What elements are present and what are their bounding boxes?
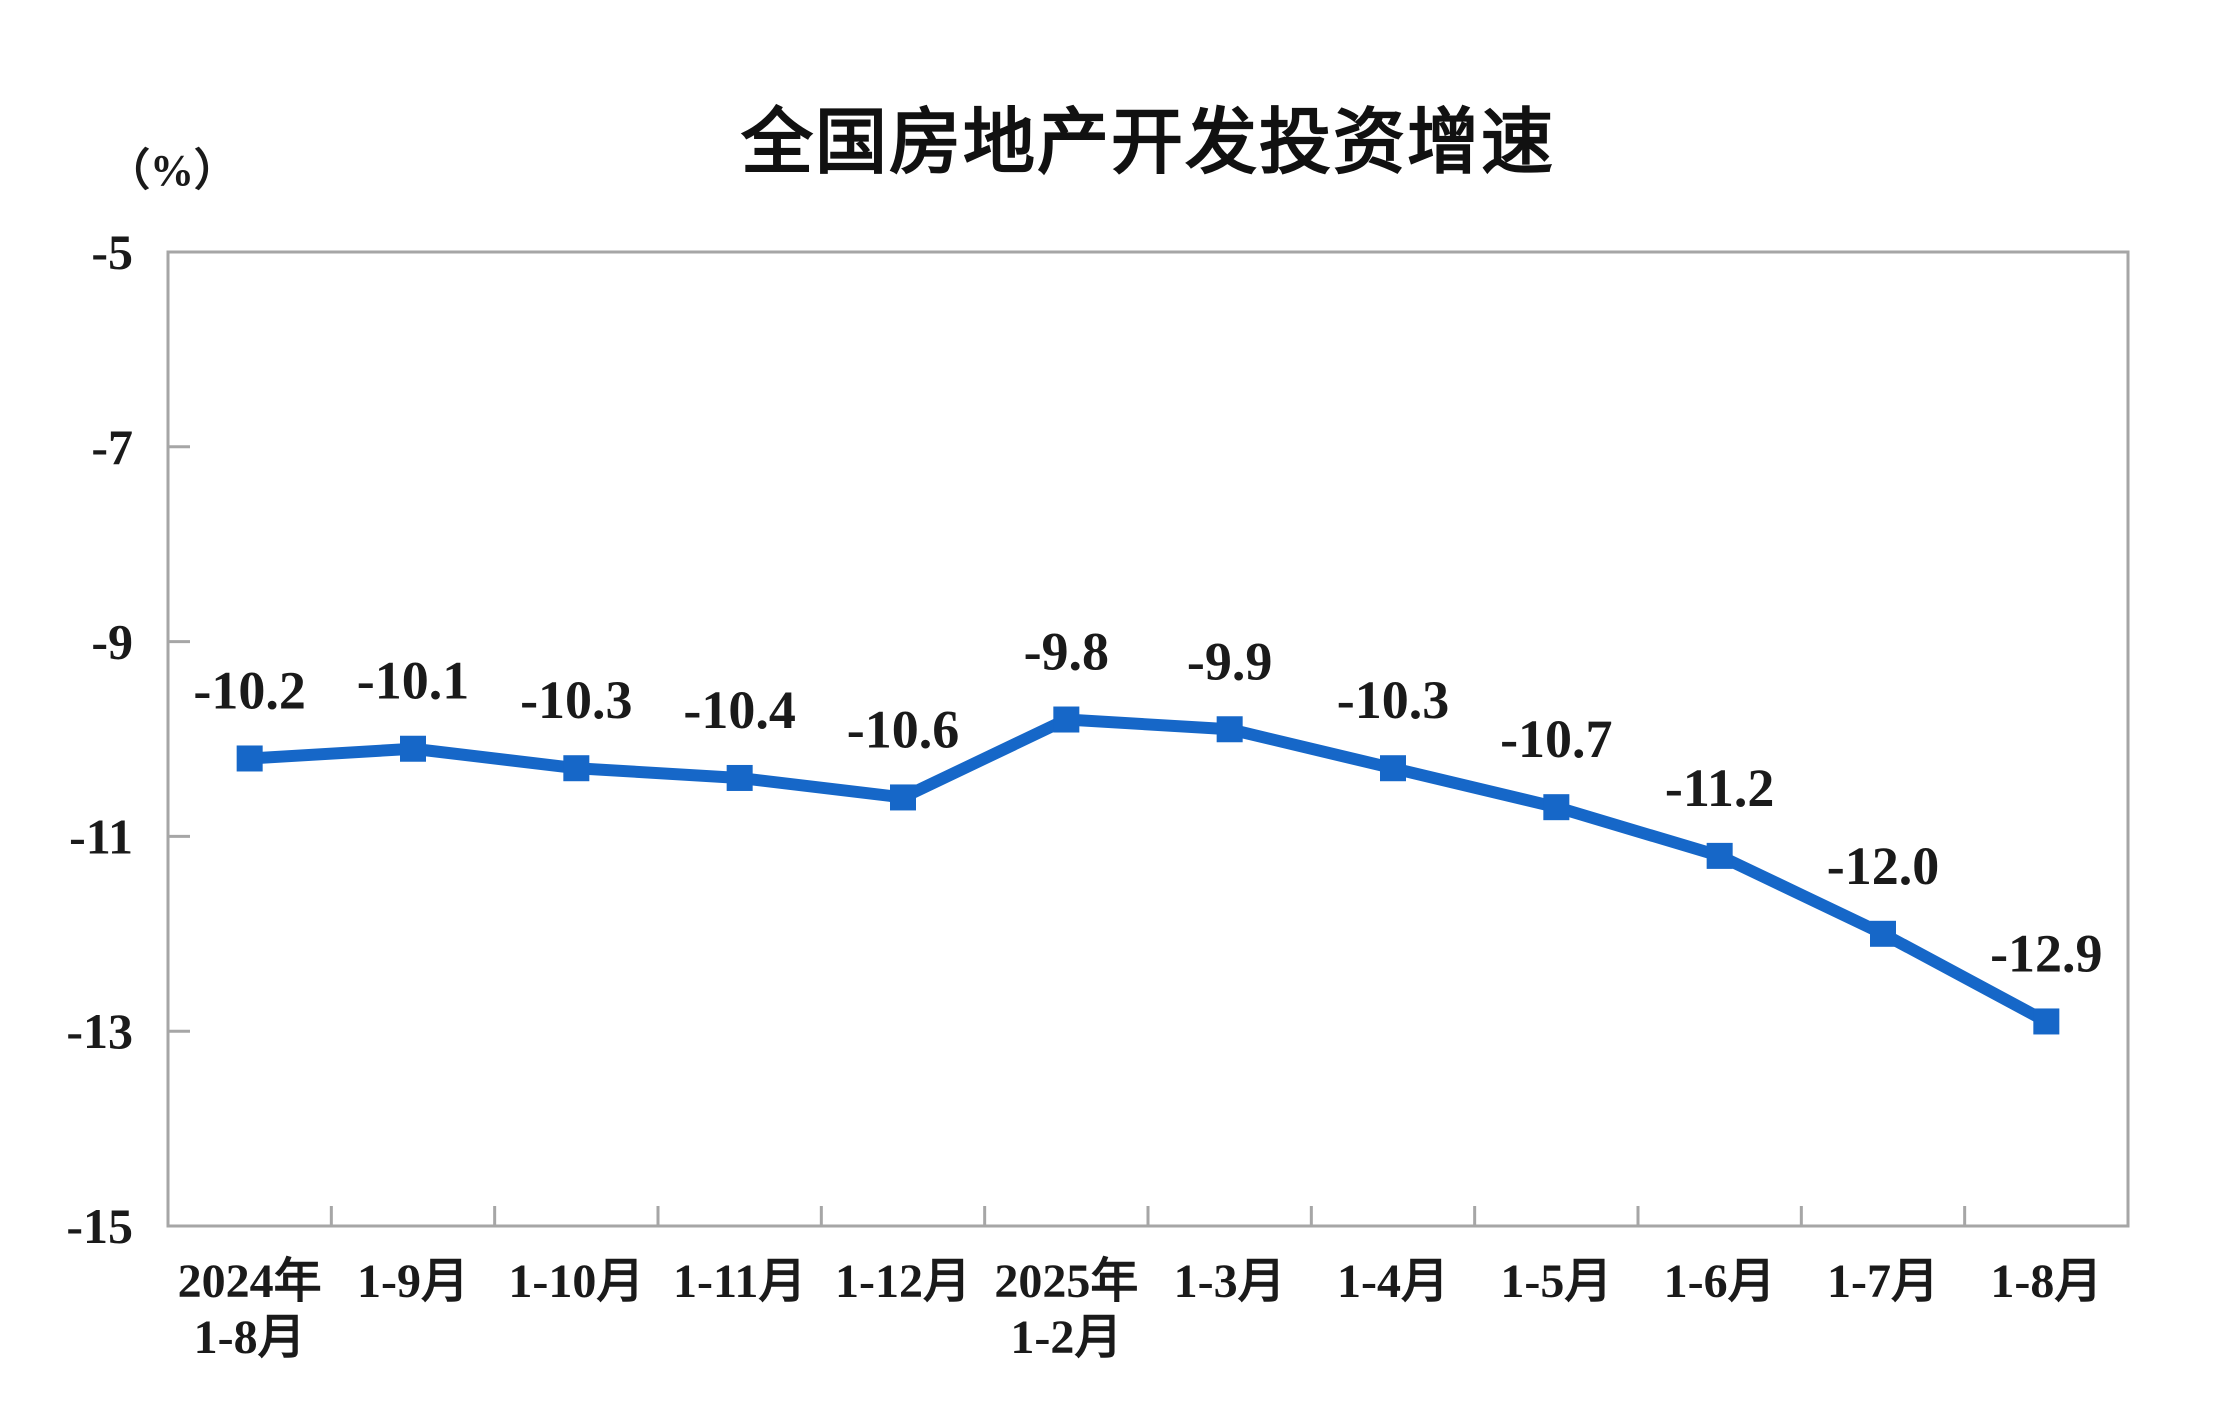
data-label: -10.1 <box>357 651 469 711</box>
data-label: -11.2 <box>1665 758 1775 818</box>
y-axis-tick-label: -13 <box>66 1003 133 1059</box>
data-label: -12.9 <box>1990 923 2102 983</box>
data-label: -10.6 <box>847 699 959 759</box>
y-axis-unit-label: （%） <box>106 146 238 195</box>
x-axis-category-label: 1-6月 <box>1664 1255 1776 1308</box>
data-point-marker <box>1380 755 1406 782</box>
data-point-marker <box>563 755 590 782</box>
plot-border <box>166 250 2130 1228</box>
x-axis-category-label: 1-3月 <box>1174 1255 1286 1308</box>
data-label: -9.9 <box>1187 631 1272 691</box>
data-point-marker <box>400 735 426 762</box>
x-axis-category-label: 2024年 <box>178 1255 322 1308</box>
data-label: -10.4 <box>683 680 795 740</box>
data-point-marker <box>1216 716 1243 743</box>
x-axis-category-label: 1-7月 <box>1827 1255 1939 1308</box>
data-point-marker <box>1053 706 1080 733</box>
data-label: -9.8 <box>1024 622 1109 682</box>
data-label: -10.3 <box>520 670 632 730</box>
data-point-marker <box>2033 1008 2060 1035</box>
chart-title: 全国房地产开发投资增速 <box>740 103 1555 183</box>
x-axis-category-label: 1-10月 <box>508 1255 644 1308</box>
x-axis-category-label: 1-8月 <box>1990 1255 2102 1308</box>
y-axis-tick-label: -9 <box>91 614 133 670</box>
x-axis-category-label: 1-12月 <box>835 1255 971 1308</box>
data-point-marker <box>726 764 753 791</box>
data-point-marker <box>236 745 263 772</box>
series-line <box>243 713 2053 1028</box>
x-axis-category-label: 1-2月 <box>1010 1311 1122 1364</box>
data-point-marker <box>1543 794 1570 821</box>
data-point-marker <box>890 784 916 811</box>
data-point-marker <box>1706 842 1733 869</box>
y-axis-tick-label: -15 <box>66 1198 133 1254</box>
data-label: -10.2 <box>193 660 305 720</box>
x-axis-category-label: 1-8月 <box>194 1311 306 1364</box>
y-axis-tick-label: -7 <box>91 419 133 475</box>
x-axis-category-label: 1-5月 <box>1500 1255 1612 1308</box>
x-axis-category-label: 1-11月 <box>673 1255 806 1308</box>
y-axis-tick-label: -11 <box>69 808 133 864</box>
data-label: -10.3 <box>1337 670 1449 730</box>
y-axis-tick-label: -5 <box>91 224 133 280</box>
data-label: -10.7 <box>1500 709 1612 769</box>
data-point-marker <box>1870 920 1896 947</box>
x-axis-category-label: 2025年 <box>994 1255 1138 1308</box>
x-axis-category-label: 1-9月 <box>357 1255 469 1308</box>
x-axis-category-label: 1-4月 <box>1337 1255 1449 1308</box>
data-label: -12.0 <box>1827 836 1939 896</box>
